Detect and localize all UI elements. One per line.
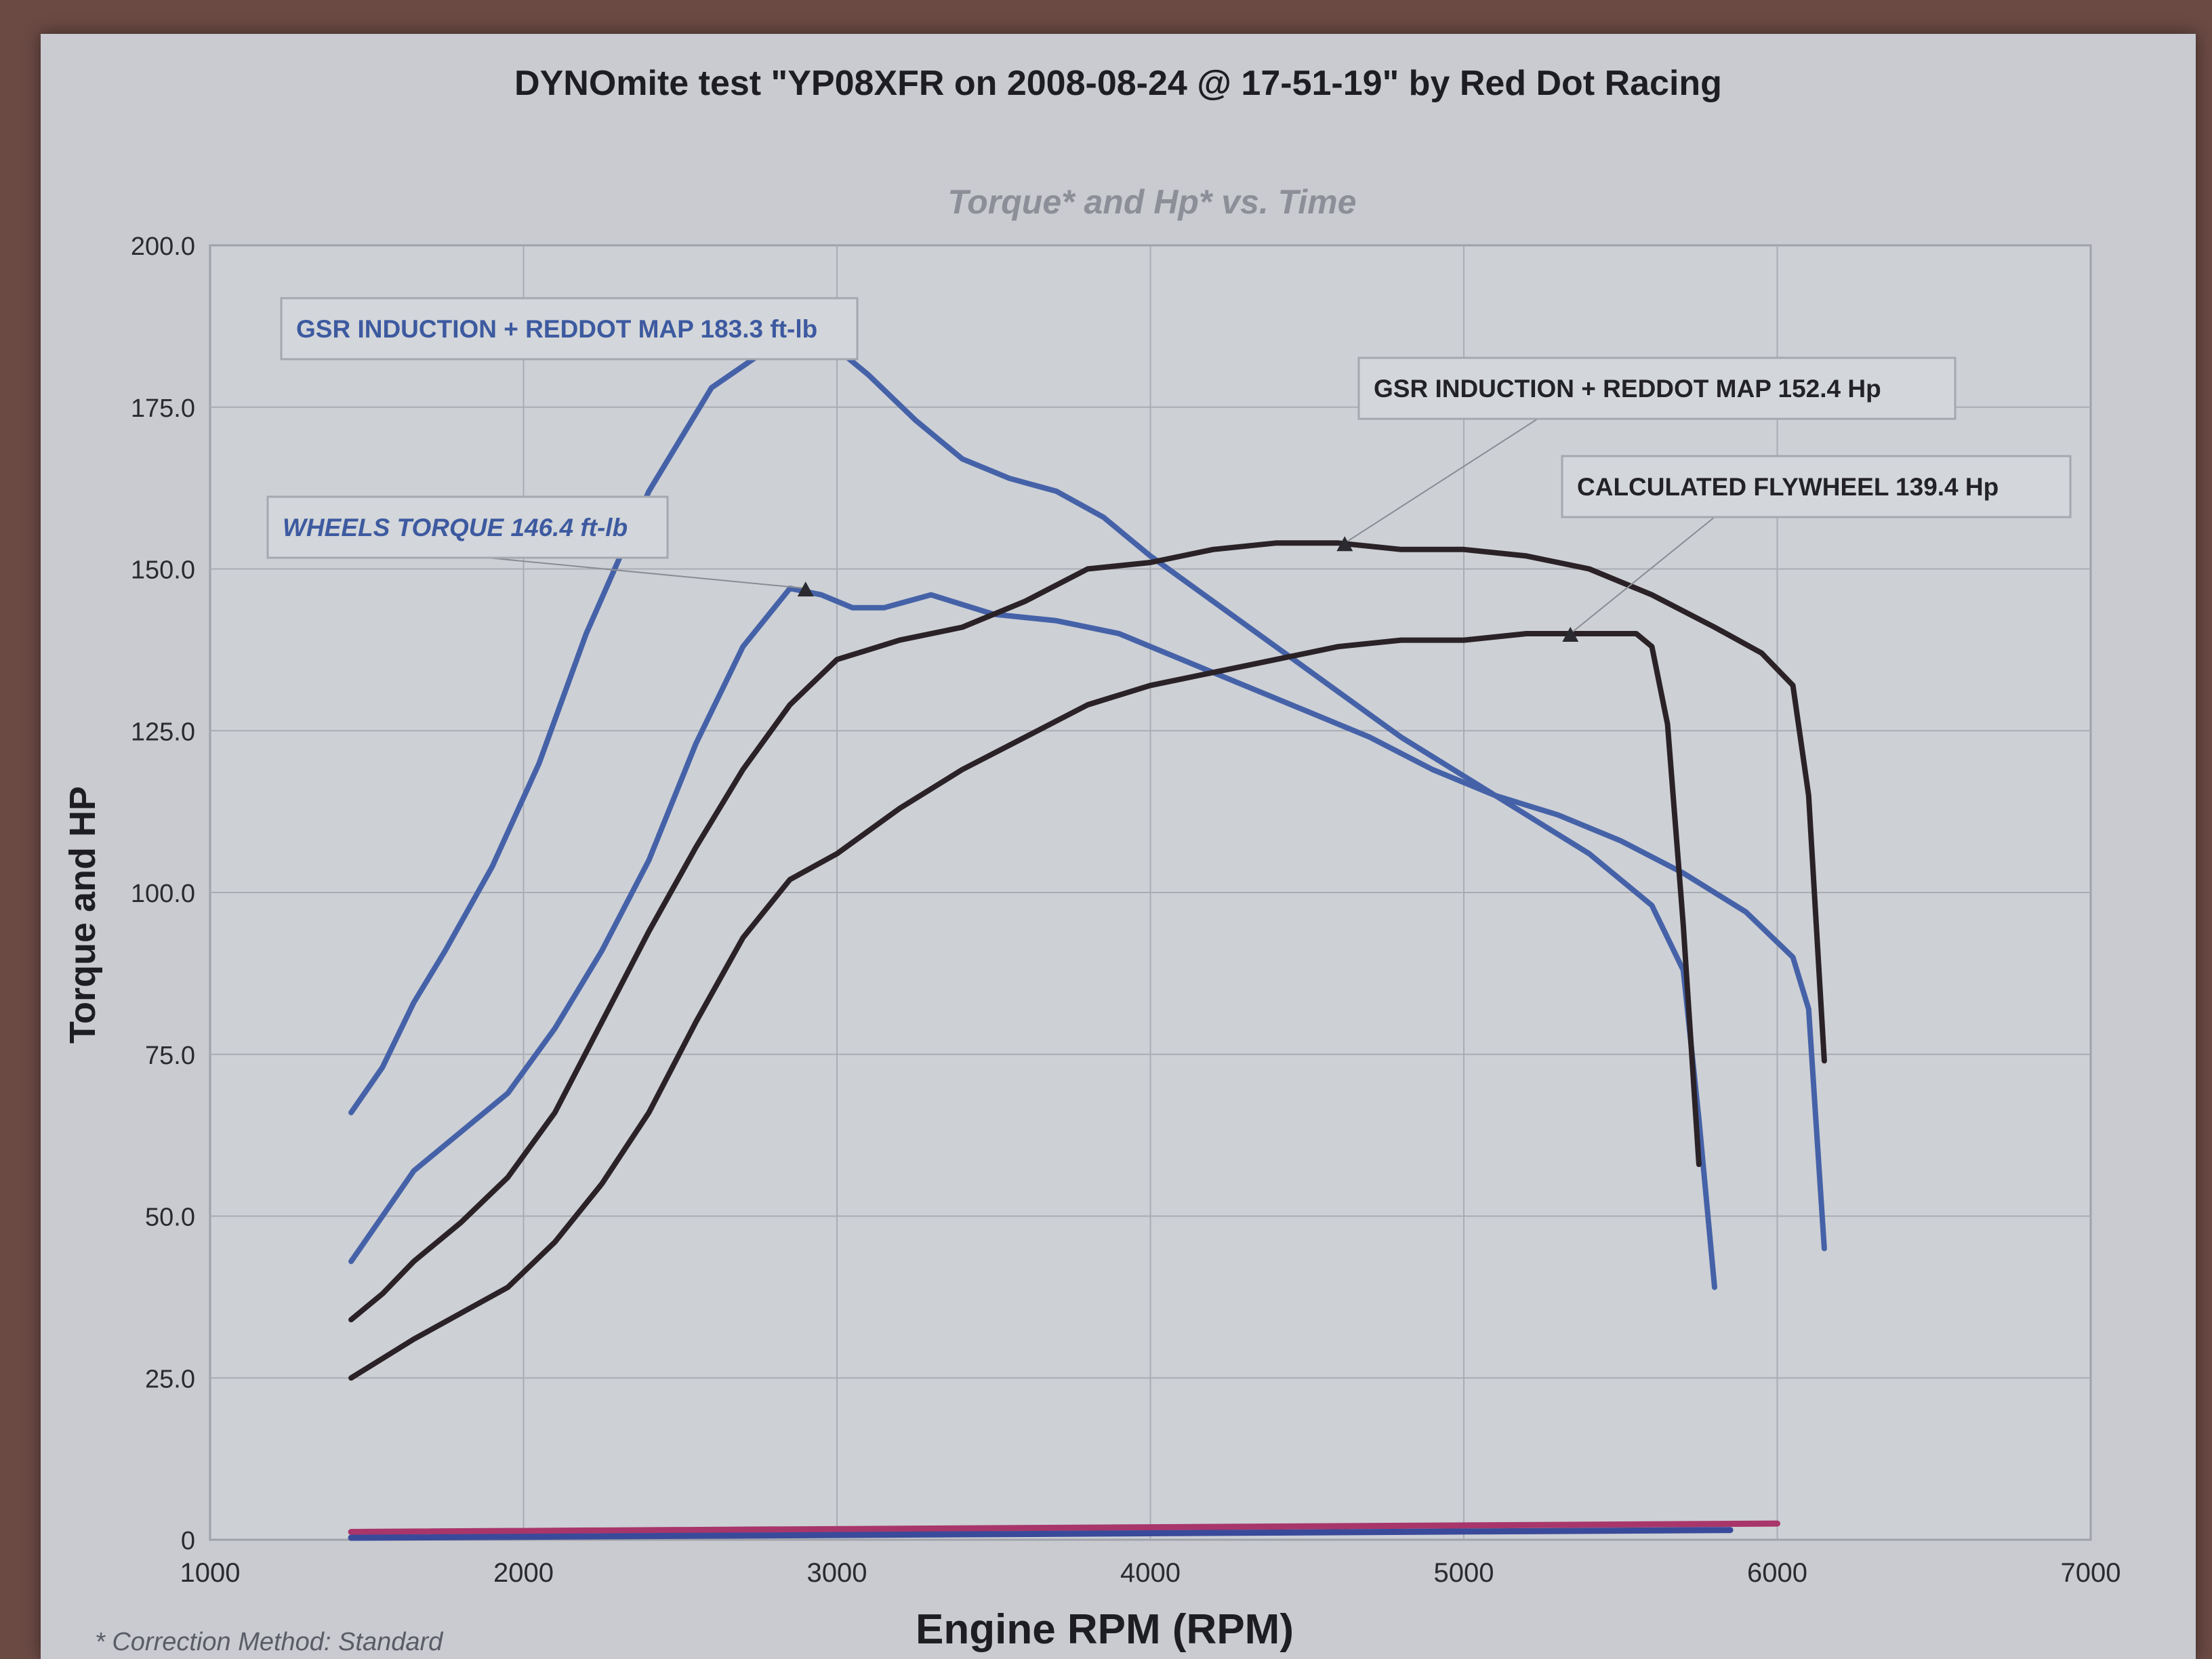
- series-line: [348, 631, 1702, 1381]
- annotation-leader: [1570, 516, 1715, 634]
- y-tick-label: 0: [181, 1527, 195, 1555]
- dyno-printout: DYNOmite test "YP08XFR on 2008-08-24 @ 1…: [41, 34, 2196, 1659]
- y-tick-label: 50.0: [145, 1204, 195, 1232]
- baseline-trace: [348, 1527, 1734, 1541]
- series-line: [348, 340, 1717, 1290]
- x-tick-label: 4000: [1120, 1558, 1181, 1588]
- x-tick-label: 1000: [180, 1558, 241, 1588]
- y-tick-label: 150.0: [131, 556, 195, 585]
- y-axis-label: Torque and HP: [62, 786, 103, 1044]
- x-tick-label: 3000: [807, 1558, 867, 1588]
- x-tick-labels: 1000 2000 3000 4000 5000 6000 7000: [180, 1558, 2121, 1588]
- peak-marker: [797, 581, 814, 597]
- x-tick-label: 7000: [2061, 1558, 2121, 1588]
- x-tick-label: 6000: [1747, 1558, 1807, 1588]
- peak-marker: [1336, 536, 1353, 552]
- y-tick-label: 200.0: [131, 232, 195, 261]
- annotation-box: [1357, 356, 1957, 420]
- annotation-box: [1561, 455, 2072, 518]
- dyno-chart: DYNOmite test "YP08XFR on 2008-08-24 @ 1…: [62, 64, 2121, 1656]
- y-tick-label: 175.0: [131, 394, 195, 423]
- series-line: [348, 540, 1827, 1323]
- chart-title: DYNOmite test "YP08XFR on 2008-08-24 @ 1…: [514, 64, 1722, 103]
- annotation-leader: [1344, 418, 1538, 544]
- y-tick-labels: 0 25.0 50.0 75.0 100.0 125.0 150.0 175.0 200.0: [131, 232, 195, 1555]
- peak-marker: [1562, 627, 1579, 642]
- y-tick-label: 125.0: [131, 718, 195, 746]
- annotation-label: GSR INDUCTION + REDDOT MAP 183.3 ft-lb: [296, 315, 817, 343]
- plot-area: 1000 2000 3000 4000 5000 6000 7000 0 25.0 50.0 75…: [131, 232, 2121, 1588]
- annotation-box: [266, 495, 669, 559]
- annotations: GSR INDUCTION + REDDOT MAP 183.3 ft-lb WH…: [266, 297, 2072, 642]
- annotation-box: [280, 297, 859, 361]
- x-tick-label: 2000: [493, 1558, 554, 1588]
- baseline-trace: [348, 1520, 1780, 1535]
- y-tick-label: 100.0: [131, 880, 195, 908]
- series-lines: [348, 340, 1827, 1541]
- gridlines: [210, 245, 2091, 1540]
- footnote: * Correction Method: Standard: [95, 1628, 444, 1656]
- x-axis-label: Engine RPM (RPM): [916, 1606, 1294, 1653]
- y-tick-label: 25.0: [145, 1365, 195, 1393]
- chart-subtitle: Torque* and Hp* vs. Time: [948, 183, 1357, 221]
- y-tick-label: 75.0: [145, 1042, 195, 1070]
- annotation-label: WHEELS TORQUE 146.4 ft-lb: [283, 514, 628, 541]
- annotation-leader: [487, 557, 806, 590]
- annotation-label: CALCULATED FLYWHEEL 139.4 Hp: [1577, 473, 1999, 501]
- x-tick-label: 5000: [1434, 1558, 1494, 1588]
- annotation-label: GSR INDUCTION + REDDOT MAP 152.4 Hp: [1374, 375, 1881, 403]
